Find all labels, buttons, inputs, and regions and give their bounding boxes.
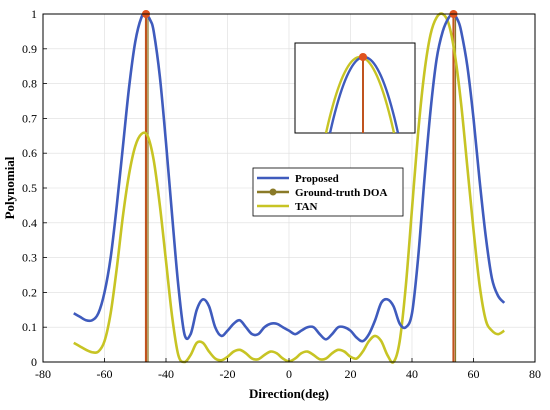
inset-content bbox=[324, 53, 400, 133]
axis-ticks: -80 -60 -40 -20 0 20 40 60 80 0 0.1 0.2 0.3 0.4 0.5 0.6… bbox=[22, 7, 541, 381]
y-tick-label: 0.2 bbox=[22, 285, 37, 299]
y-axis-label: Polynomial bbox=[2, 156, 17, 219]
legend-ground-truth-label: Ground-truth DOA bbox=[295, 187, 387, 199]
y-tick-label: 0.8 bbox=[22, 77, 37, 91]
y-tick-label: 0.1 bbox=[22, 320, 37, 334]
y-tick-label: 0.4 bbox=[22, 216, 37, 230]
x-tick-label: 40 bbox=[406, 367, 418, 381]
y-tick-label: 0.6 bbox=[22, 146, 37, 160]
x-tick-label: -40 bbox=[158, 367, 174, 381]
y-tick-label: 0 bbox=[31, 355, 37, 369]
inset-clipped bbox=[324, 53, 400, 133]
y-tick-label: 0.9 bbox=[22, 42, 37, 56]
legend-tan-label: TAN bbox=[295, 201, 317, 213]
x-axis-label: Direction(deg) bbox=[249, 386, 329, 401]
inset-ground-truth-marker bbox=[359, 53, 367, 61]
x-tick-label: 60 bbox=[468, 367, 480, 381]
x-tick-label: -20 bbox=[220, 367, 236, 381]
zoom-inset bbox=[294, 42, 416, 134]
legend: Proposed Ground-truth DOA TAN bbox=[252, 167, 404, 217]
legend-ground-truth-marker bbox=[269, 188, 277, 196]
x-tick-label: -60 bbox=[97, 367, 113, 381]
y-tick-label: 0.3 bbox=[22, 251, 37, 265]
x-tick-label: 0 bbox=[286, 367, 292, 381]
y-tick-label: 0.5 bbox=[22, 181, 37, 195]
y-tick-label: 1 bbox=[31, 7, 37, 21]
y-tick-label: 0.7 bbox=[22, 111, 37, 125]
x-tick-label: 80 bbox=[529, 367, 541, 381]
x-tick-label: 20 bbox=[345, 367, 357, 381]
inset-frame bbox=[294, 42, 416, 134]
legend-proposed-label: Proposed bbox=[295, 173, 339, 185]
x-tick-label: -80 bbox=[35, 367, 51, 381]
